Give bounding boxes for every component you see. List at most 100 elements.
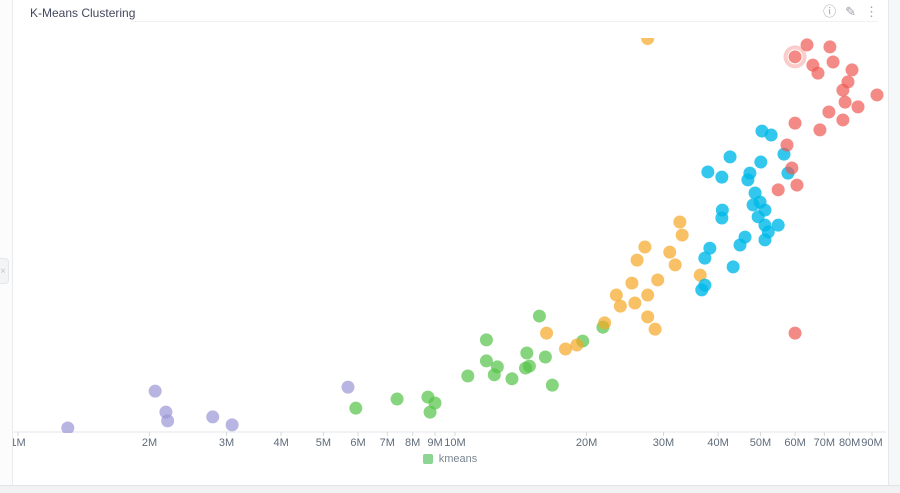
- data-point-cluster-2[interactable]: [538, 350, 552, 364]
- data-point-cluster-3[interactable]: [630, 253, 644, 267]
- data-point-cluster-4[interactable]: [754, 155, 768, 169]
- selected-point-halo: [783, 45, 807, 69]
- data-point-cluster-3[interactable]: [641, 310, 655, 324]
- data-point-cluster-5[interactable]: [800, 38, 814, 52]
- x-axis-tick-label: 50M: [750, 437, 771, 449]
- data-point-cluster-2[interactable]: [487, 368, 501, 382]
- widget-header: K-Means Clustering ⓘ ✎ ⋮: [13, 0, 888, 22]
- data-point-cluster-2[interactable]: [532, 309, 546, 323]
- data-point-cluster-3[interactable]: [609, 288, 623, 302]
- data-point-cluster-5[interactable]: [826, 55, 840, 69]
- data-point-cluster-4[interactable]: [771, 218, 785, 232]
- data-point-cluster-5[interactable]: [780, 138, 794, 152]
- data-point-cluster-3[interactable]: [628, 296, 642, 310]
- bottom-panel-edge: [0, 485, 900, 493]
- chart-legend: kmeans: [0, 453, 900, 465]
- data-point-cluster-4[interactable]: [746, 198, 760, 212]
- x-axis-tick-label: 30M: [653, 437, 674, 449]
- data-point-cluster-5[interactable]: [836, 113, 850, 127]
- data-point-cluster-3[interactable]: [598, 316, 612, 330]
- data-point-cluster-2[interactable]: [479, 333, 493, 347]
- data-point-cluster-4[interactable]: [715, 211, 729, 225]
- data-point-cluster-5[interactable]: [790, 178, 804, 192]
- data-point-cluster-4[interactable]: [695, 283, 709, 297]
- data-point-cluster-3[interactable]: [648, 322, 662, 336]
- x-axis-tick-label: 70M: [814, 437, 835, 449]
- data-point-cluster-1[interactable]: [61, 421, 75, 435]
- data-point-cluster-5[interactable]: [788, 326, 802, 340]
- data-point-cluster-4[interactable]: [715, 170, 729, 184]
- widget-title: K-Means Clustering: [30, 6, 136, 20]
- data-point-cluster-3[interactable]: [641, 32, 655, 46]
- data-point-cluster-3[interactable]: [651, 273, 665, 287]
- x-axis-tick-label: 2M: [142, 437, 157, 449]
- data-point-cluster-3[interactable]: [675, 228, 689, 242]
- legend-swatch[interactable]: [422, 454, 433, 464]
- data-point-cluster-2[interactable]: [545, 378, 559, 392]
- data-point-cluster-2[interactable]: [390, 392, 404, 406]
- data-point-cluster-4[interactable]: [698, 251, 712, 265]
- collapsed-panel-handle[interactable]: ×: [0, 258, 9, 284]
- data-point-cluster-4[interactable]: [701, 165, 715, 179]
- legend-label[interactable]: kmeans: [438, 453, 478, 465]
- data-point-cluster-3[interactable]: [641, 288, 655, 302]
- data-point-cluster-4[interactable]: [703, 241, 717, 255]
- data-point-cluster-3[interactable]: [613, 299, 627, 313]
- data-point-cluster-5[interactable]: [813, 123, 827, 137]
- data-point-cluster-1[interactable]: [148, 384, 162, 398]
- data-point-cluster-3[interactable]: [673, 215, 687, 229]
- data-point-cluster-1[interactable]: [341, 380, 355, 394]
- data-point-cluster-2[interactable]: [461, 369, 475, 383]
- data-point-cluster-5[interactable]: [811, 66, 825, 80]
- edit-icon[interactable]: ✎: [845, 4, 856, 19]
- data-point-cluster-4[interactable]: [764, 128, 778, 142]
- data-point-cluster-5[interactable]: [836, 83, 850, 97]
- data-point-cluster-4[interactable]: [733, 238, 747, 252]
- x-axis-tick-label: 6M: [350, 437, 365, 449]
- data-point-cluster-3[interactable]: [693, 268, 707, 282]
- header-divider: [131, 21, 878, 22]
- data-point-cluster-2[interactable]: [349, 401, 363, 415]
- more-icon[interactable]: ⋮: [865, 4, 878, 19]
- data-point-cluster-3[interactable]: [625, 276, 639, 290]
- data-point-cluster-5[interactable]: [822, 105, 836, 119]
- x-axis-tick-label: 90M: [861, 437, 882, 449]
- x-axis-tick-label: 20M: [576, 437, 597, 449]
- data-point-cluster-2[interactable]: [479, 354, 493, 368]
- data-point-cluster-5[interactable]: [838, 95, 852, 109]
- info-icon[interactable]: ⓘ: [823, 4, 837, 19]
- data-point-cluster-2[interactable]: [505, 372, 519, 386]
- data-point-cluster-4[interactable]: [743, 166, 757, 180]
- widget-toolbar: ⓘ ✎ ⋮: [823, 4, 878, 19]
- data-point-cluster-3[interactable]: [668, 258, 682, 272]
- data-point-cluster-3[interactable]: [540, 326, 554, 340]
- data-point-cluster-4[interactable]: [758, 233, 772, 247]
- data-point-cluster-2[interactable]: [520, 346, 534, 360]
- data-point-cluster-1[interactable]: [225, 418, 239, 432]
- data-point-cluster-1[interactable]: [206, 410, 220, 424]
- data-point-cluster-3[interactable]: [663, 245, 677, 259]
- data-point-cluster-3[interactable]: [638, 240, 652, 254]
- data-point-cluster-3[interactable]: [558, 342, 572, 356]
- data-point-cluster-5[interactable]: [771, 183, 785, 197]
- x-axis-tick-label: 40M: [707, 437, 728, 449]
- x-axis-tick-label: 80M: [839, 437, 860, 449]
- data-point-cluster-3[interactable]: [570, 338, 584, 352]
- data-point-cluster-2[interactable]: [423, 405, 437, 419]
- data-point-cluster-5[interactable]: [845, 63, 859, 77]
- data-point-cluster-5[interactable]: [788, 116, 802, 130]
- data-point-cluster-5[interactable]: [851, 100, 865, 114]
- data-point-cluster-4[interactable]: [723, 150, 737, 164]
- x-axis-tick-label: 1M: [10, 437, 25, 449]
- close-icon: ×: [0, 265, 6, 277]
- data-point-cluster-4[interactable]: [726, 260, 740, 274]
- data-point-cluster-5[interactable]: [870, 88, 884, 102]
- x-axis-tick-label: 3M: [219, 437, 234, 449]
- data-point-cluster-5[interactable]: [823, 40, 837, 54]
- data-point-cluster-5[interactable]: [788, 50, 802, 64]
- data-point-cluster-5[interactable]: [785, 161, 799, 175]
- data-point-cluster-2[interactable]: [519, 361, 533, 375]
- data-point-cluster-1[interactable]: [161, 414, 175, 428]
